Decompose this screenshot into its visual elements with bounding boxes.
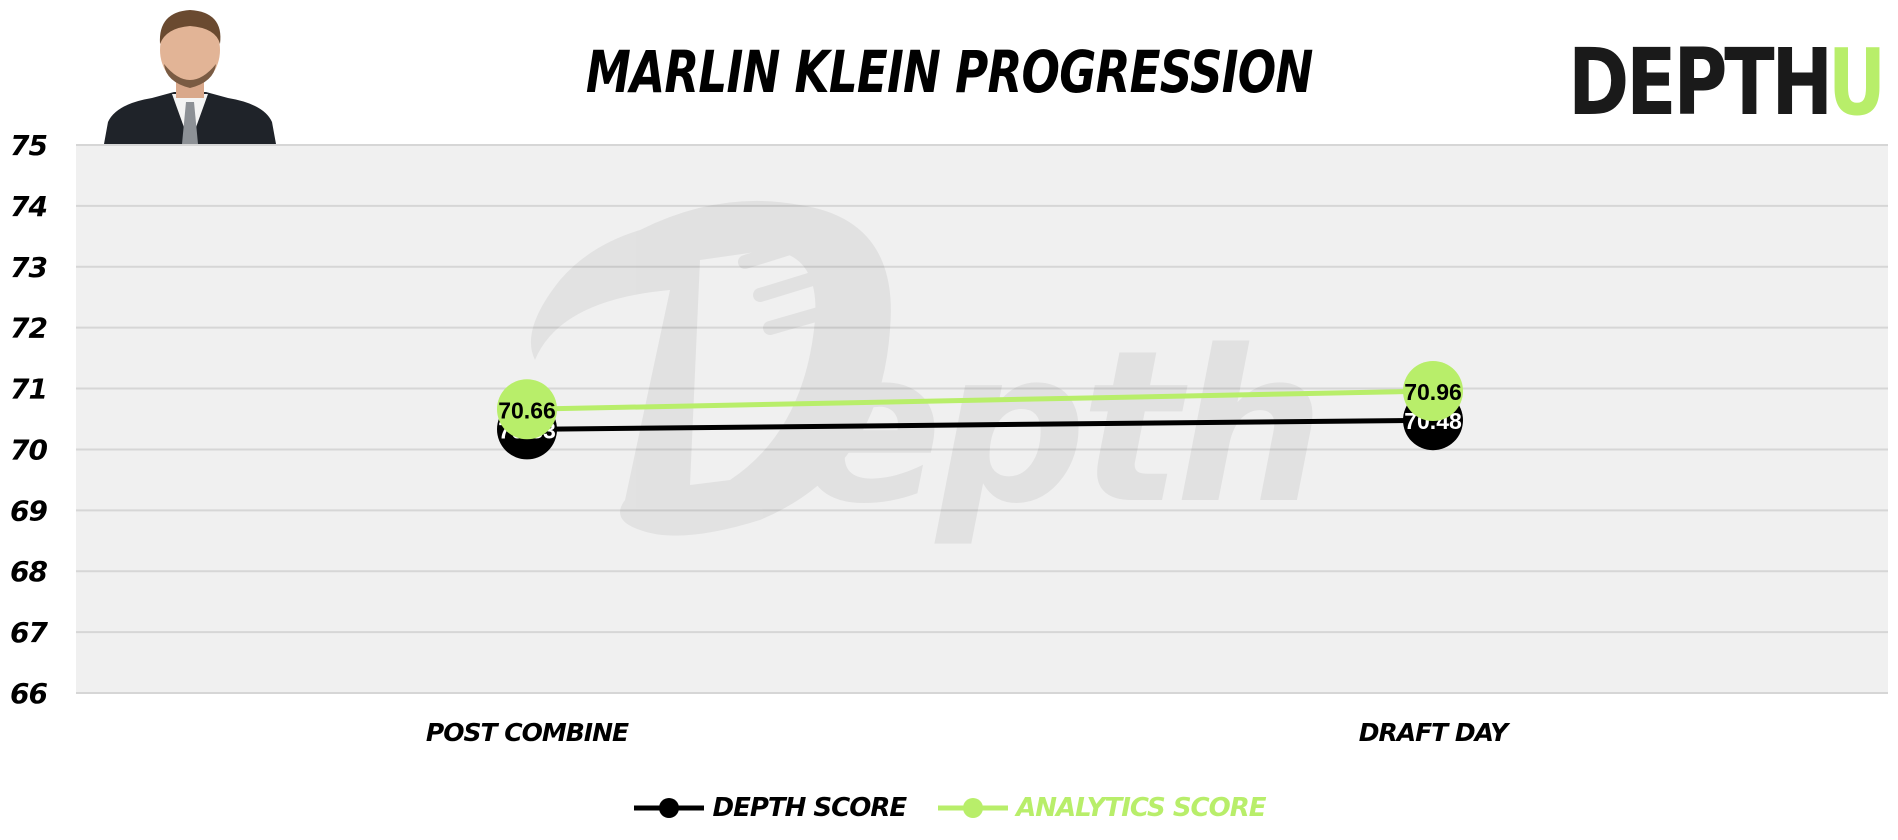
- y-tick-label: 73: [10, 251, 47, 284]
- legend-item-depth-score: DEPTH SCORE: [632, 793, 907, 823]
- y-tick-label: 69: [10, 494, 47, 527]
- x-tick-label: DRAFT DAY: [1359, 718, 1511, 747]
- legend-item-analytics-score: ANALYTICS SCORE: [936, 793, 1267, 823]
- legend-swatch-analytics-score: [938, 798, 1009, 818]
- data-point-analytics-score: [1403, 360, 1463, 421]
- plot-area: [76, 145, 1888, 693]
- x-tick-label: POST COMBINE: [426, 718, 629, 747]
- legend-label-depth-score: DEPTH SCORE: [712, 793, 907, 823]
- legend: DEPTH SCORE ANALYTICS SCORE: [0, 790, 1898, 826]
- depthu-logo: DEPTH U: [1568, 34, 1886, 124]
- y-tick-label: 75: [10, 129, 47, 162]
- data-label-analytics-score: 70.96: [1404, 379, 1462, 405]
- chart-title: MARLIN KLEIN PROGRESSION: [585, 38, 1313, 106]
- y-tick-label: 67: [10, 616, 48, 649]
- data-point-analytics-score: [497, 379, 557, 440]
- series-line-depth-score: [526, 417, 1434, 432]
- series-line-analytics-score: [526, 388, 1434, 412]
- y-tick-label: 68: [10, 555, 47, 588]
- data-label-analytics-score: 70.66: [498, 397, 556, 423]
- depthu-logo-accent: U: [1828, 34, 1886, 124]
- y-tick-label: 70: [10, 433, 47, 466]
- y-tick-label: 72: [10, 312, 47, 345]
- gridlines: [76, 144, 1888, 694]
- y-tick-label: 71: [10, 373, 47, 406]
- y-tick-label: 66: [10, 677, 47, 710]
- legend-swatch-depth-score: [634, 798, 705, 818]
- player-headshot: [104, 10, 276, 144]
- depthu-logo-main: DEPTH: [1568, 34, 1830, 124]
- y-tick-label: 74: [10, 190, 47, 223]
- legend-label-analytics-score: ANALYTICS SCORE: [1016, 793, 1266, 823]
- y-axis: 66 67 68 69 70 71 72 73 74 75: [10, 129, 49, 710]
- x-axis: POST COMBINE DRAFT DAY: [426, 718, 1512, 747]
